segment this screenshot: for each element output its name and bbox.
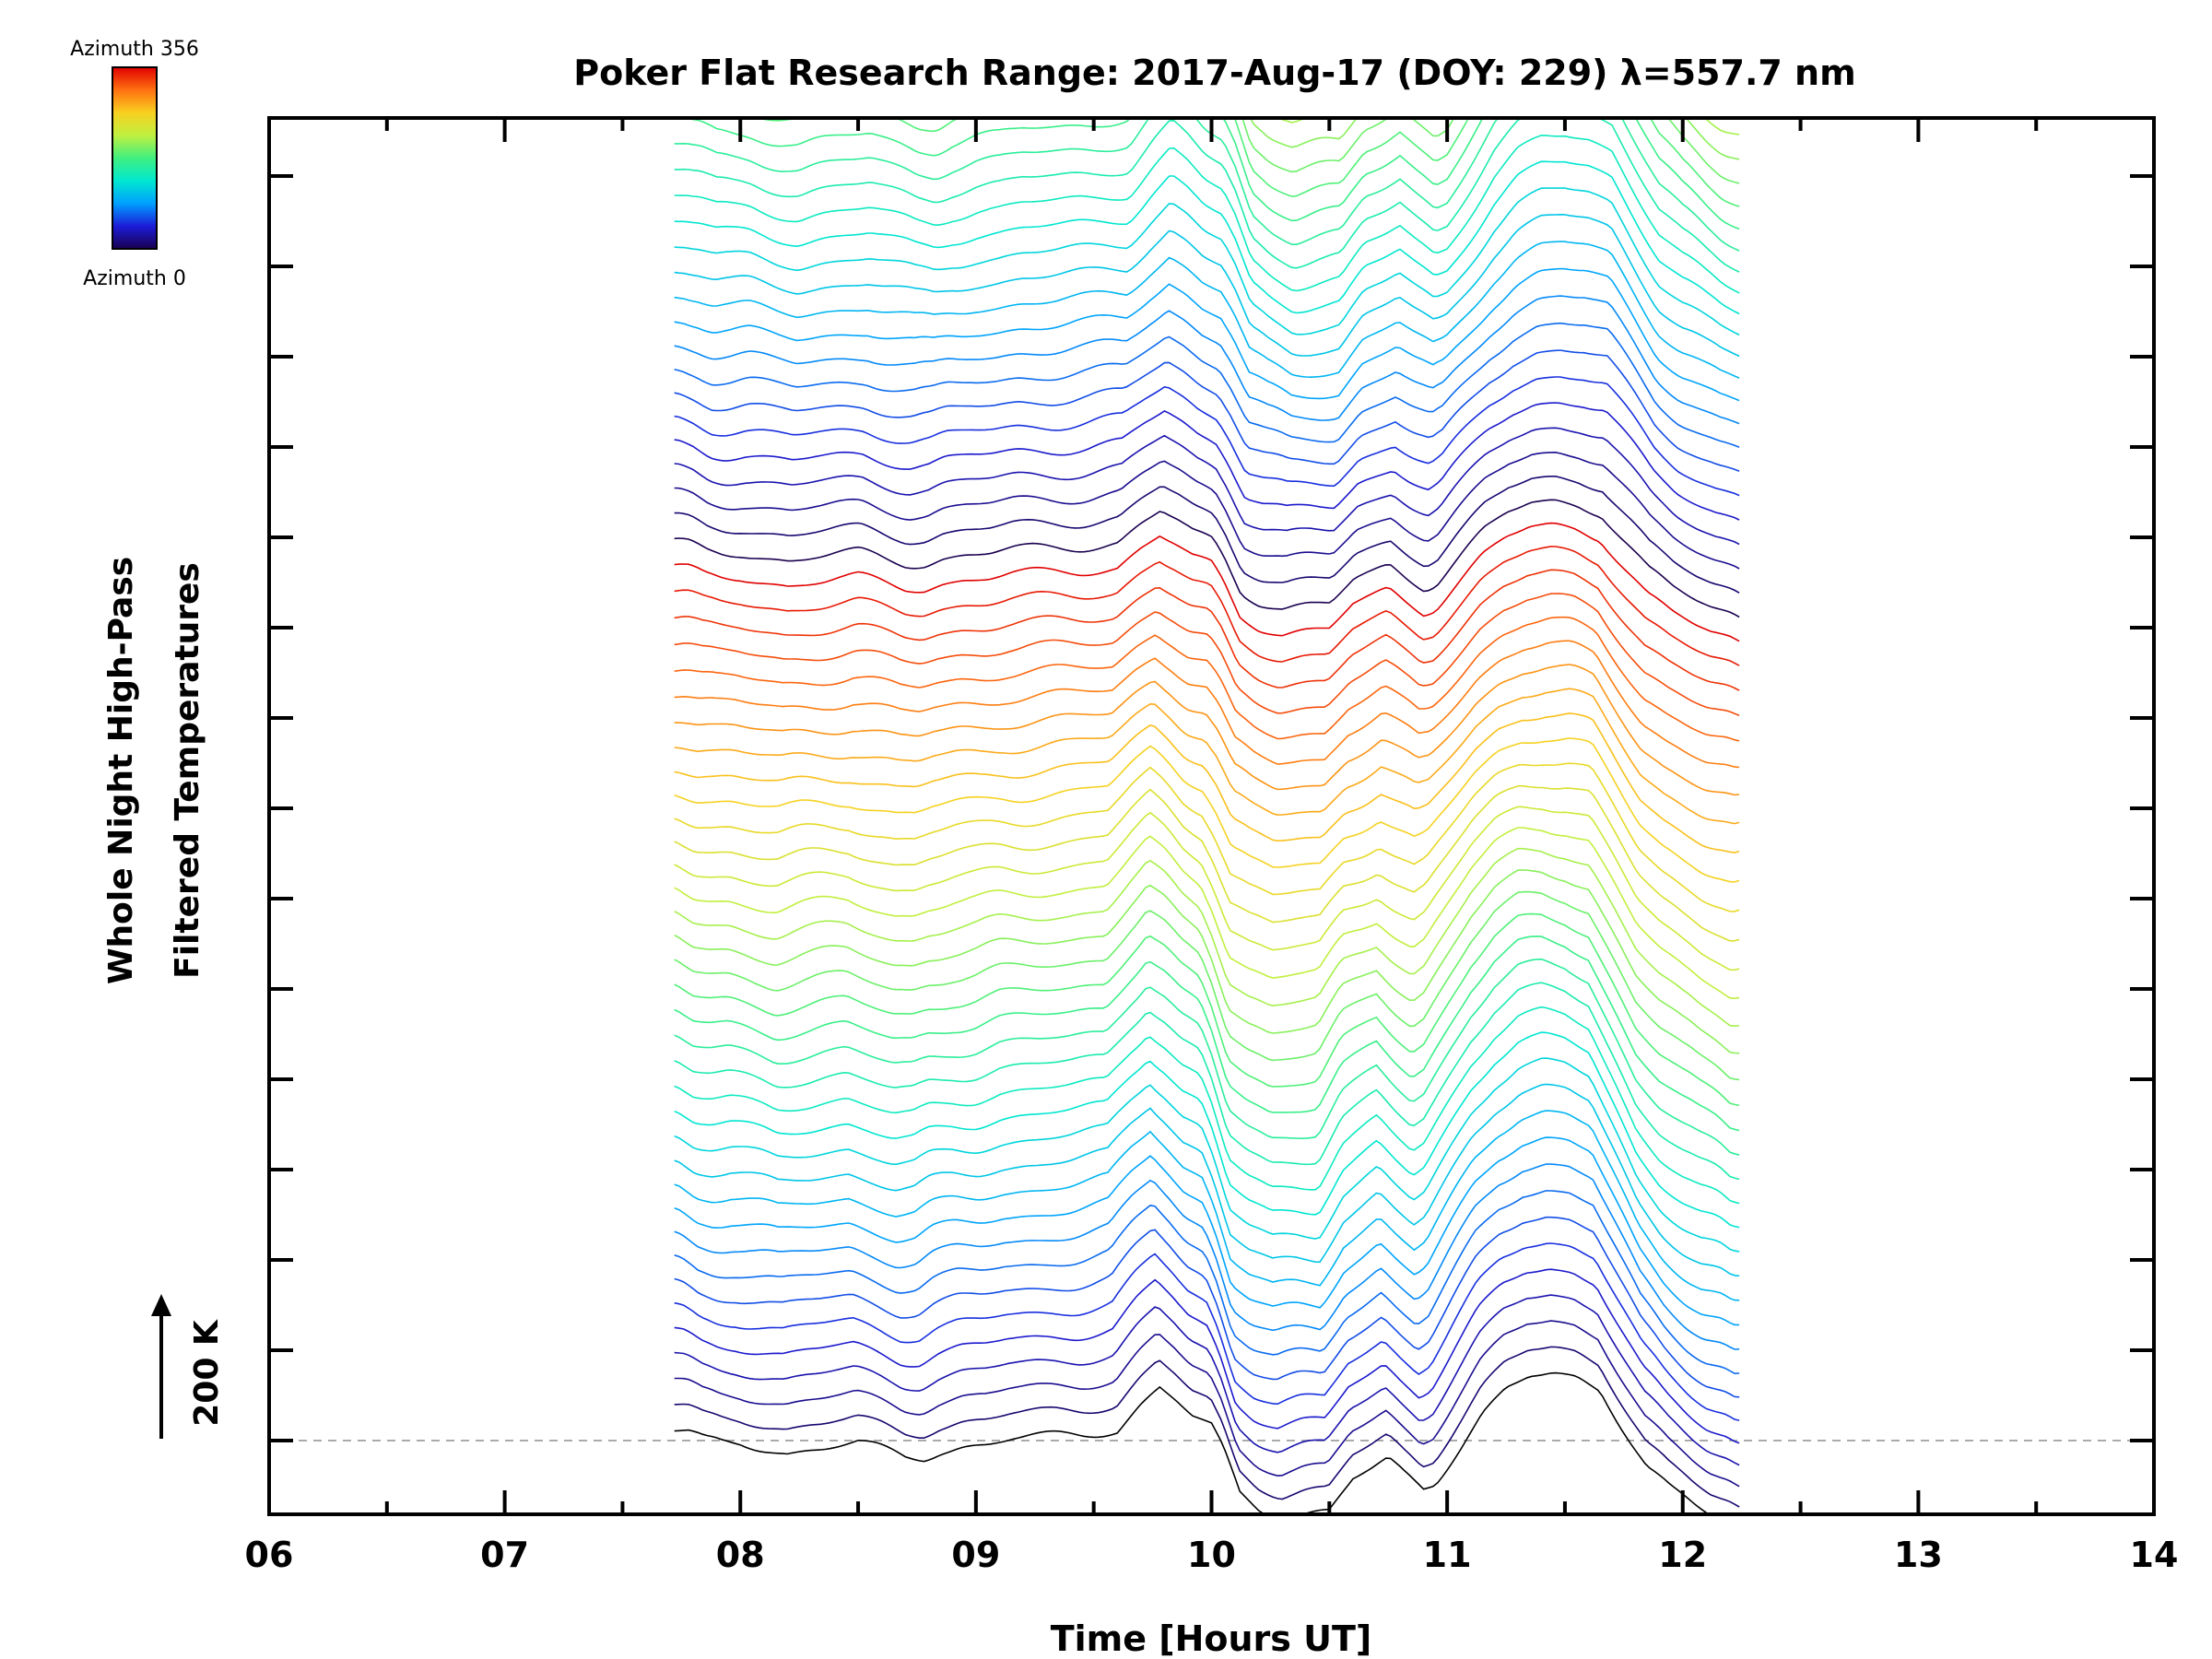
axis-ticks (267, 118, 2156, 1514)
series-lines (674, 0, 1740, 1514)
series-line (674, 546, 1740, 666)
series-line (674, 664, 1740, 796)
colorbar-gradient (112, 66, 158, 250)
x-tick-labels: 06 07 08 09 10 11 12 13 14 (245, 1535, 2179, 1575)
colorbar: Azimuth 356 Azimuth 0 (70, 38, 199, 290)
plot-frame (267, 116, 2156, 1516)
series-line (674, 784, 1740, 942)
y-axis-label-line1: Whole Night High-Pass (102, 557, 140, 984)
series-line (674, 499, 1740, 618)
series-line (674, 1242, 1740, 1421)
series-line (674, 267, 1740, 402)
series-line (674, 1163, 1740, 1350)
series-line (674, 1057, 1740, 1253)
series-line (674, 376, 1740, 497)
x-tick-label: 06 (245, 1535, 294, 1575)
x-tick-label: 14 (2130, 1535, 2179, 1575)
series-line (674, 869, 1740, 1054)
series-line (674, 593, 1740, 716)
series-line (674, 1294, 1740, 1466)
series-line (674, 688, 1740, 825)
series-line (674, 1031, 1740, 1229)
series-line (674, 616, 1740, 742)
series-line (674, 322, 1740, 448)
series-line (674, 1110, 1740, 1301)
x-tick-label: 11 (1423, 1535, 1472, 1575)
series-line (674, 762, 1740, 912)
series-line (674, 160, 1740, 315)
series-line (674, 827, 1740, 1000)
x-tick-label: 08 (716, 1535, 765, 1575)
x-tick-label: 12 (1658, 1535, 1707, 1575)
y-axis-label-line2: Filtered Temperatures (169, 562, 206, 979)
colorbar-bottom-label: Azimuth 0 (83, 267, 186, 290)
colorbar-top-label: Azimuth 356 (70, 38, 199, 61)
x-tick-label: 10 (1187, 1535, 1236, 1575)
series-line (674, 569, 1740, 691)
series-line (674, 912, 1740, 1107)
series-line (674, 640, 1740, 769)
series-line (674, 187, 1740, 336)
series-line (675, 0, 1739, 32)
series-line (675, 0, 1739, 6)
series-line (674, 958, 1740, 1156)
series-line (674, 295, 1740, 425)
series-line (674, 806, 1740, 971)
series-line (674, 1190, 1740, 1375)
series-line (674, 1083, 1740, 1277)
series-line (674, 935, 1740, 1132)
series-line (674, 476, 1740, 594)
series-line (674, 402, 1740, 521)
x-tick-label: 07 (480, 1535, 529, 1575)
series-line (674, 134, 1740, 294)
series-line (675, 0, 1739, 58)
series-line (674, 118, 1740, 230)
scale-arrow (151, 1294, 171, 1439)
series-line (674, 1216, 1740, 1398)
x-tick-label: 09 (951, 1535, 1000, 1575)
series-line (674, 1371, 1711, 1514)
series-line (674, 241, 1740, 379)
series-line (674, 118, 1740, 273)
chart-title: Poker Flat Research Range: 2017-Aug-17 (… (573, 53, 1855, 93)
series-line (674, 1006, 1740, 1205)
series-line (674, 847, 1740, 1028)
scale-label: 200 K (188, 1319, 226, 1427)
series-line (1241, 118, 1740, 184)
series-line (674, 349, 1740, 473)
x-tick-label: 13 (1894, 1535, 1943, 1575)
series-line (674, 1320, 1740, 1488)
series-line (674, 982, 1740, 1181)
series-line (674, 1346, 1740, 1508)
series-line (674, 712, 1740, 853)
x-axis-label: Time [Hours UT] (1051, 1618, 1372, 1659)
series-line (674, 451, 1740, 570)
series-line (674, 1268, 1740, 1444)
series-line (674, 118, 1740, 252)
series-line (674, 522, 1740, 642)
series-line (674, 737, 1740, 883)
series-line (674, 427, 1740, 546)
series-line (674, 890, 1740, 1081)
series-line (674, 1136, 1740, 1326)
series-line (674, 213, 1740, 358)
